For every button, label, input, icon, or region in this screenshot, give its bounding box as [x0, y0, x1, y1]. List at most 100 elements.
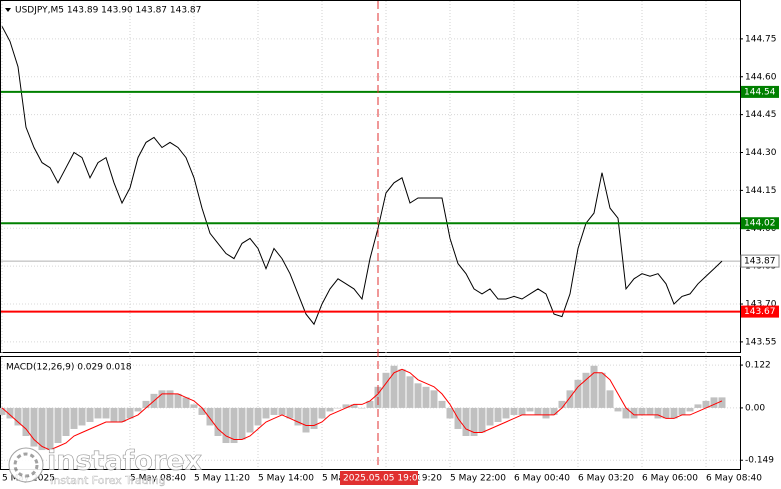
histogram-bar [158, 390, 166, 408]
histogram-bar [182, 397, 190, 408]
level-label-box [741, 85, 779, 98]
histogram-bar [350, 404, 358, 408]
histogram-bar [590, 365, 598, 408]
level-label: 144.02 [744, 219, 776, 229]
histogram-bar [718, 397, 726, 408]
histogram-bar [406, 376, 414, 408]
histogram-bar [22, 407, 30, 436]
histogram-bar [190, 404, 198, 408]
histogram-bar [534, 407, 542, 415]
histogram-bar [582, 372, 590, 408]
histogram-bar [382, 372, 390, 408]
histogram-bar [62, 407, 70, 436]
histogram-bar [710, 397, 718, 408]
histogram-bar [622, 407, 630, 419]
x-tick-label: 5 May 08:40 [130, 474, 186, 484]
histogram-bar [118, 407, 126, 422]
histogram-bar [694, 404, 702, 408]
x-tick-label: 5 May 14:00 [258, 474, 314, 484]
price-panel-frame [0, 0, 741, 353]
histogram-bar [686, 407, 694, 412]
series-line [1, 368, 723, 451]
histogram-bar [318, 407, 326, 419]
menu-triangle [5, 8, 11, 12]
histogram-bar [78, 407, 86, 426]
histogram-bar [462, 407, 470, 436]
macd-title: MACD(12,26,9) 0.029 0.018 [6, 363, 132, 373]
histogram-bar [310, 407, 318, 429]
histogram-bar [390, 365, 398, 408]
histogram-bar [478, 407, 486, 433]
y-tick-label: 144.45 [745, 110, 777, 120]
histogram-bar [334, 407, 342, 409]
histogram-bar [598, 372, 606, 408]
histogram-bar [414, 383, 422, 408]
histogram-bar [670, 407, 678, 419]
histogram-bar [6, 407, 14, 419]
histogram-bar [270, 407, 278, 415]
crosshair-label: 2025.05.05 19:00 [343, 474, 424, 484]
histogram-bar [678, 407, 686, 415]
histogram-bar [702, 400, 710, 408]
level-label: 144.54 [744, 87, 776, 97]
histogram-bar [550, 407, 558, 415]
histogram-bar [134, 407, 142, 412]
histogram-bar [94, 407, 102, 419]
histogram-bar [126, 407, 134, 419]
histogram-bar [0, 407, 6, 415]
y-tick-label: 144.60 [745, 72, 777, 82]
x-tick-label: 6 May 08:40 [706, 474, 762, 484]
histogram-bar [486, 407, 494, 426]
histogram-bar [54, 407, 62, 444]
histogram-bar [606, 390, 614, 408]
histogram-bar [566, 390, 574, 408]
histogram-bar [470, 407, 478, 436]
histogram-bar [198, 407, 206, 415]
y-tick-label: 0.00 [745, 403, 765, 413]
level-label-box [741, 305, 779, 318]
histogram-bar [206, 407, 214, 426]
histogram-bar [446, 407, 454, 419]
histogram-bar [86, 407, 94, 422]
x-tick-label: 6 May 03:20 [578, 474, 634, 484]
current-price-box [740, 254, 780, 268]
histogram-bar [14, 407, 22, 426]
histogram-bar [294, 407, 302, 426]
histogram-bar [214, 407, 222, 436]
histogram-bar [366, 400, 374, 408]
y-tick-label: 144.15 [745, 186, 777, 196]
histogram-bar [502, 407, 510, 419]
histogram-bar [662, 407, 670, 419]
histogram-bar [646, 407, 654, 415]
histogram-bar [422, 386, 430, 408]
histogram-bar [246, 407, 254, 433]
histogram-bar [46, 407, 54, 451]
histogram-bar [398, 369, 406, 408]
y-tick-label: 144.75 [745, 34, 777, 44]
histogram-bar [110, 407, 118, 422]
histogram-bar [654, 407, 662, 419]
series-line [1, 26, 723, 326]
histogram-bar [358, 407, 366, 409]
histogram-bar [630, 407, 638, 419]
watermark-tagline: Instant Forex Trading [50, 474, 166, 487]
histogram-bar [286, 407, 294, 419]
y-tick-label: 143.70 [745, 300, 777, 310]
histogram-bar [510, 407, 518, 415]
histogram-bar [166, 390, 174, 408]
histogram-bar [142, 400, 150, 408]
histogram-bar [230, 407, 238, 444]
histogram-bar [278, 407, 286, 415]
y-tick-label: -0.149 [745, 456, 774, 466]
histogram-bar [438, 400, 446, 408]
histogram-bar [494, 407, 502, 422]
histogram-bar [342, 404, 350, 408]
histogram-bar [326, 407, 334, 412]
watermark: instaforex Instant Forex Trading [8, 445, 202, 487]
watermark-brand: instaforex [47, 446, 202, 477]
histogram-bar [574, 379, 582, 408]
histogram-bar [38, 407, 46, 451]
logo-inner [13, 452, 39, 478]
